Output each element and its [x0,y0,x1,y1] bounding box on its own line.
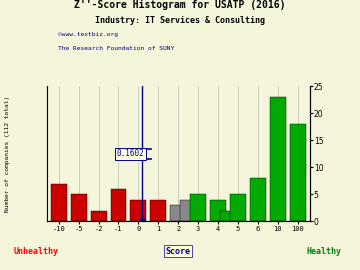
Bar [51,184,67,221]
Bar [130,200,147,221]
Bar [91,211,107,221]
Bar [210,200,226,221]
Text: 0.1602: 0.1602 [117,149,144,158]
Bar [270,97,286,221]
Bar [290,124,306,221]
Bar [190,194,206,221]
Text: Number of companies (112 total): Number of companies (112 total) [5,96,10,212]
Bar [250,178,266,221]
Bar [71,194,87,221]
Bar [230,194,246,221]
Text: Unhealthy: Unhealthy [14,247,58,256]
Text: Z''-Score Histogram for USATP (2016): Z''-Score Histogram for USATP (2016) [74,0,286,10]
Bar [111,189,126,221]
Text: Healthy: Healthy [306,247,342,256]
Text: ©www.textbiz.org: ©www.textbiz.org [58,32,118,38]
Text: Industry: IT Services & Consulting: Industry: IT Services & Consulting [95,16,265,25]
Bar [180,200,196,221]
Bar [170,205,186,221]
Text: Score: Score [166,247,191,256]
Text: The Research Foundation of SUNY: The Research Foundation of SUNY [58,46,174,51]
Bar [150,200,166,221]
Bar [220,211,236,221]
